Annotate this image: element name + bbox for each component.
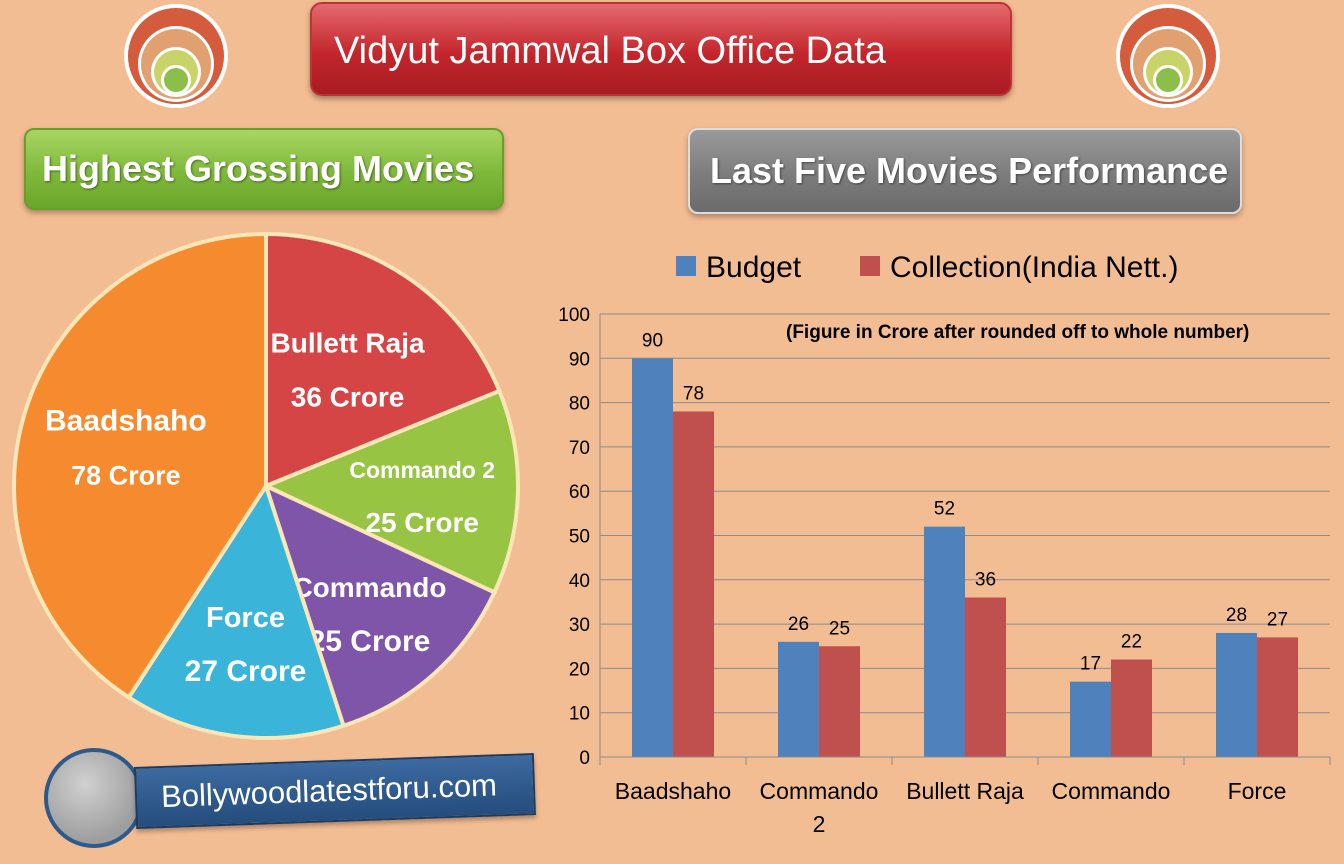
legend-swatch-budget	[676, 256, 696, 276]
legend-swatch-collection	[860, 256, 880, 276]
y-tick-label: 80	[569, 394, 590, 415]
bar-chart-title: Last Five Movies Performance	[688, 128, 1242, 214]
y-tick-label: 30	[569, 615, 590, 636]
bar-data-label: 52	[934, 499, 955, 520]
bar-chart: Budget Collection(India Nett.) (Figure in …	[558, 251, 1331, 837]
bar-collection	[819, 646, 860, 757]
page-title: Vidyut Jammwal Box Office Data	[310, 2, 1012, 96]
pie-slice-name: Commando 2	[349, 457, 495, 483]
y-tick-label: 50	[569, 527, 590, 548]
pie-slice-name: Commando	[292, 572, 446, 603]
bar-budget	[632, 358, 673, 757]
bar-data-label: 28	[1226, 605, 1247, 626]
circle-logo-left-icon	[124, 4, 228, 108]
bar-budget	[924, 526, 965, 757]
pie-slice-value: 36 Crore	[291, 382, 405, 413]
pie-slice-value: 78 Crore	[71, 461, 181, 491]
y-tick-label: 100	[558, 305, 590, 326]
pie-slice-commando-2	[260, 388, 520, 596]
bar-collection	[965, 597, 1006, 757]
bar-data-label: 17	[1080, 654, 1101, 675]
x-tick-label: Baadshaho	[615, 778, 731, 804]
legend-label: Budget	[706, 251, 802, 284]
bar-collection	[1257, 637, 1298, 757]
pie-chart: Bullett Raja 36 Crore Commando 2 25 Crore Co…	[12, 231, 520, 740]
bar-data-label: 22	[1121, 632, 1142, 653]
x-tick-label: Force	[1228, 778, 1287, 804]
pie-slice-name: Force	[206, 602, 285, 634]
legend-label: Collection(India Nett.)	[890, 251, 1178, 284]
pie-slice-name: Baadshaho	[45, 405, 207, 438]
chart-annotation: (Figure in Crore after rounded off to wh…	[786, 322, 1249, 343]
y-tick-label: 70	[569, 438, 590, 459]
bar-data-label: 25	[829, 618, 850, 639]
pie-slice-name: Bullett Raja	[271, 328, 425, 359]
y-tick-label: 10	[569, 704, 590, 725]
bar-data-label: 26	[788, 614, 809, 635]
bar-budget	[1216, 632, 1257, 757]
y-tick-label: 40	[569, 571, 590, 592]
circle-logo-right-icon	[1116, 4, 1220, 108]
bar-budget	[1070, 681, 1111, 757]
bar-collection	[673, 411, 714, 757]
bar-data-label: 90	[642, 330, 663, 351]
website-disc-icon	[44, 748, 144, 848]
pie-slice-commando	[262, 482, 498, 729]
x-tick-label: Commando 2	[760, 778, 879, 837]
pie-slice-bullett-raja	[264, 231, 503, 489]
pie-slice-value: 25 Crore	[365, 507, 479, 538]
y-tick-label: 60	[569, 482, 590, 503]
pie-slice-baadshaho	[12, 231, 268, 701]
y-tick-label: 0	[579, 748, 590, 769]
bar-data-label: 78	[683, 383, 704, 404]
x-tick-label: Bullett Raja	[906, 778, 1024, 804]
pie-slice-force	[126, 481, 346, 740]
bar-collection	[1111, 659, 1152, 757]
y-tick-label: 20	[569, 659, 590, 680]
bar-budget	[778, 641, 819, 757]
pie-slice-value: 25 Crore	[309, 625, 431, 658]
website-banner: Bollywoodlatestforu.com	[134, 753, 536, 829]
x-tick-label: Commando	[1052, 778, 1171, 804]
y-tick-label: 90	[569, 349, 590, 370]
pie-slice-value: 27 Crore	[185, 655, 307, 688]
bar-data-label: 27	[1267, 609, 1288, 630]
bar-data-label: 36	[975, 570, 996, 591]
pie-chart-title: Highest Grossing Movies	[24, 128, 504, 210]
